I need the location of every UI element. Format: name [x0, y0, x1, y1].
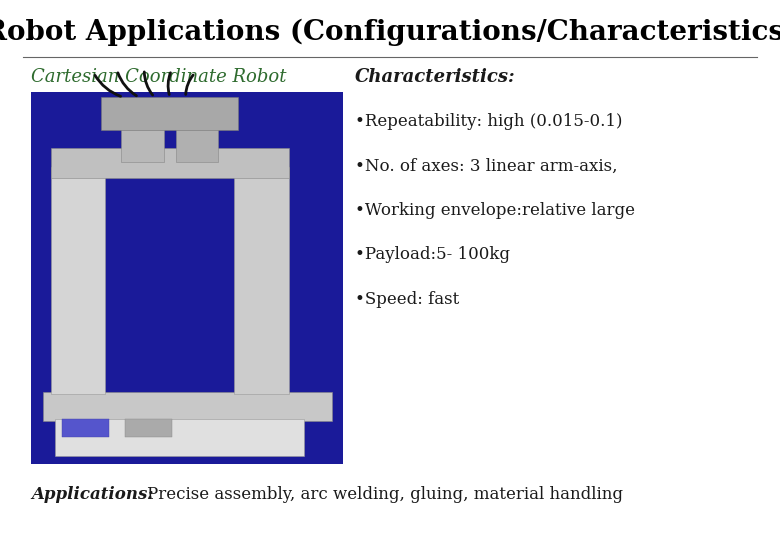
- Bar: [125, 418, 172, 437]
- Bar: [101, 97, 238, 130]
- Text: Cartesian Coordinate Robot: Cartesian Coordinate Robot: [31, 68, 287, 85]
- Bar: [31, 92, 343, 464]
- Bar: [51, 167, 105, 394]
- Bar: [62, 418, 109, 437]
- Bar: [51, 148, 289, 178]
- Text: •Repeatability: high (0.015-0.1): •Repeatability: high (0.015-0.1): [355, 113, 622, 130]
- Bar: [43, 392, 332, 421]
- Bar: [234, 167, 289, 394]
- Text: •Working envelope:relative large: •Working envelope:relative large: [355, 202, 635, 219]
- Text: •No. of axes: 3 linear arm-axis,: •No. of axes: 3 linear arm-axis,: [355, 158, 618, 174]
- Text: Precise assembly, arc welding, gluing, material handling: Precise assembly, arc welding, gluing, m…: [147, 486, 622, 503]
- Text: •Speed: fast: •Speed: fast: [355, 291, 459, 307]
- Bar: [176, 108, 218, 162]
- Text: Robot Applications (Configurations/Characteristics): Robot Applications (Configurations/Chara…: [0, 19, 780, 46]
- Text: •Payload:5- 100kg: •Payload:5- 100kg: [355, 246, 510, 263]
- Bar: [121, 108, 164, 162]
- Bar: [55, 418, 304, 456]
- Text: Characteristics:: Characteristics:: [355, 68, 516, 85]
- Text: Applications:: Applications:: [31, 486, 154, 503]
